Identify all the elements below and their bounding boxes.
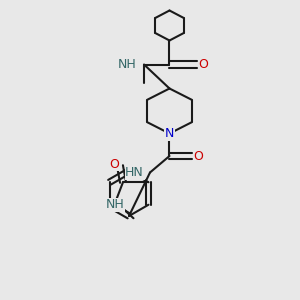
Text: N: N — [165, 127, 174, 140]
Text: O: O — [198, 58, 208, 71]
Text: NH: NH — [106, 198, 125, 211]
Text: NH: NH — [118, 58, 136, 71]
Text: O: O — [194, 149, 203, 163]
Text: HN: HN — [125, 166, 144, 179]
Text: O: O — [110, 158, 119, 171]
